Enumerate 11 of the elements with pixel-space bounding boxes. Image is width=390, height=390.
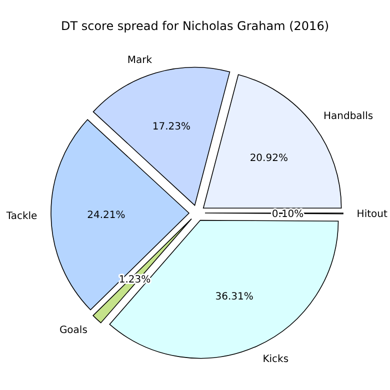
slice-label: Mark (127, 55, 152, 66)
slice-label: Hitout (356, 209, 388, 220)
chart-title: DT score spread for Nicholas Graham (2016) (60, 19, 330, 33)
slice-label: Handballs (324, 110, 374, 122)
data-label: 24.21% (87, 210, 126, 221)
data-label: 17.23% (152, 121, 191, 132)
slice-label: Kicks (262, 354, 289, 366)
slice-label: Goals (59, 324, 88, 336)
slice-label: Tackle (5, 211, 38, 222)
data-label: 36.31% (215, 291, 254, 302)
data-label: 20.92% (250, 153, 288, 164)
